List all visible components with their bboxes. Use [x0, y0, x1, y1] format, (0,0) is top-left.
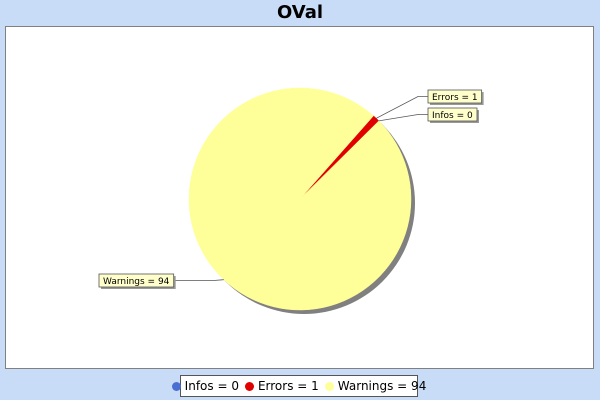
data-label-errors: Errors = 1 [432, 93, 478, 103]
legend-label-infos: Infos = 0 [184, 379, 239, 393]
data-label-warnings: Warnings = 94 [103, 277, 170, 287]
plot-area: Infos = 0 Errors = 1 Warnings = 94 [5, 26, 594, 369]
pie-slice-warnings [188, 87, 412, 311]
legend-item-errors: Errors = 1 [244, 379, 319, 393]
data-label-infos: Infos = 0 [432, 111, 473, 121]
leader-line-errors [376, 96, 428, 119]
leader-line-warnings [173, 279, 224, 281]
legend-item-infos: Infos = 0 [171, 379, 239, 393]
chart-title: OVal [276, 2, 324, 23]
label-box-warnings [98, 273, 175, 288]
legend-swatch-errors [244, 381, 254, 391]
legend-item-warnings: Warnings = 94 [324, 379, 427, 393]
legend-swatch-warnings [324, 381, 334, 391]
pie-chart: Infos = 0 Errors = 1 Warnings = 94 [98, 87, 484, 314]
label-box-infos [427, 107, 478, 122]
legend-swatch-infos [171, 381, 181, 391]
legend: Infos = 0 Errors = 1 Warnings = 94 [171, 375, 426, 397]
legend-label-warnings: Warnings = 94 [337, 379, 427, 393]
leader-line-infos [378, 114, 428, 122]
legend-label-errors: Errors = 1 [257, 379, 319, 393]
label-box-errors [427, 89, 483, 104]
